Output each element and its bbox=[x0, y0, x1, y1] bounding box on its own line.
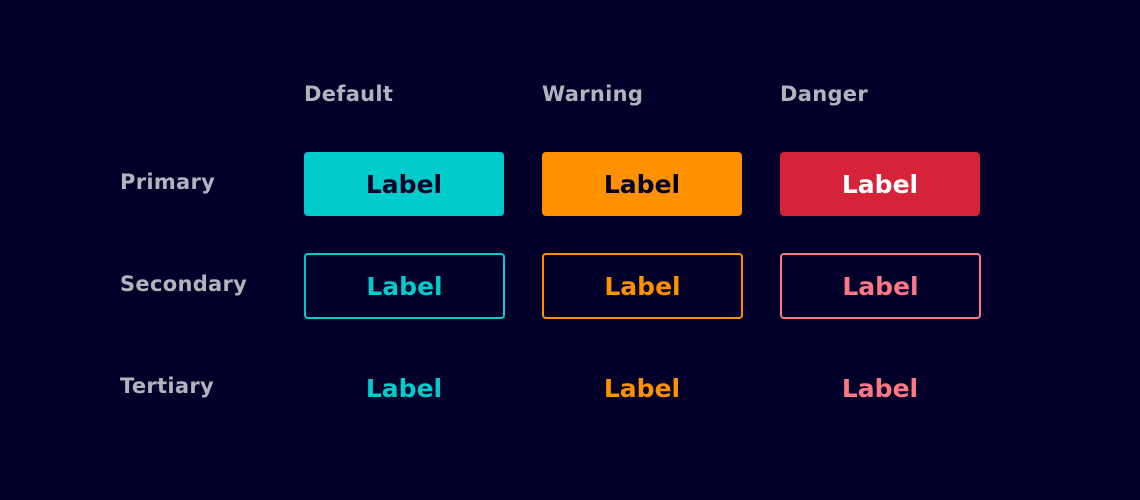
primary-danger-button[interactable]: Label bbox=[780, 152, 980, 216]
primary-default-button[interactable]: Label bbox=[304, 152, 504, 216]
primary-warning-button[interactable]: Label bbox=[542, 152, 742, 216]
column-header-default: Default bbox=[304, 82, 394, 106]
row-label-secondary: Secondary bbox=[120, 272, 248, 296]
secondary-default-button[interactable]: Label bbox=[304, 253, 505, 319]
column-header-warning: Warning bbox=[542, 82, 644, 106]
tertiary-danger-button[interactable]: Label bbox=[841, 373, 919, 403]
row-label-tertiary: Tertiary bbox=[120, 374, 214, 398]
tertiary-warning-button[interactable]: Label bbox=[603, 373, 681, 403]
row-label-primary: Primary bbox=[120, 170, 216, 194]
tertiary-default-button[interactable]: Label bbox=[365, 373, 443, 403]
secondary-warning-button[interactable]: Label bbox=[542, 253, 743, 319]
column-header-danger: Danger bbox=[780, 82, 868, 106]
secondary-danger-button[interactable]: Label bbox=[780, 253, 981, 319]
